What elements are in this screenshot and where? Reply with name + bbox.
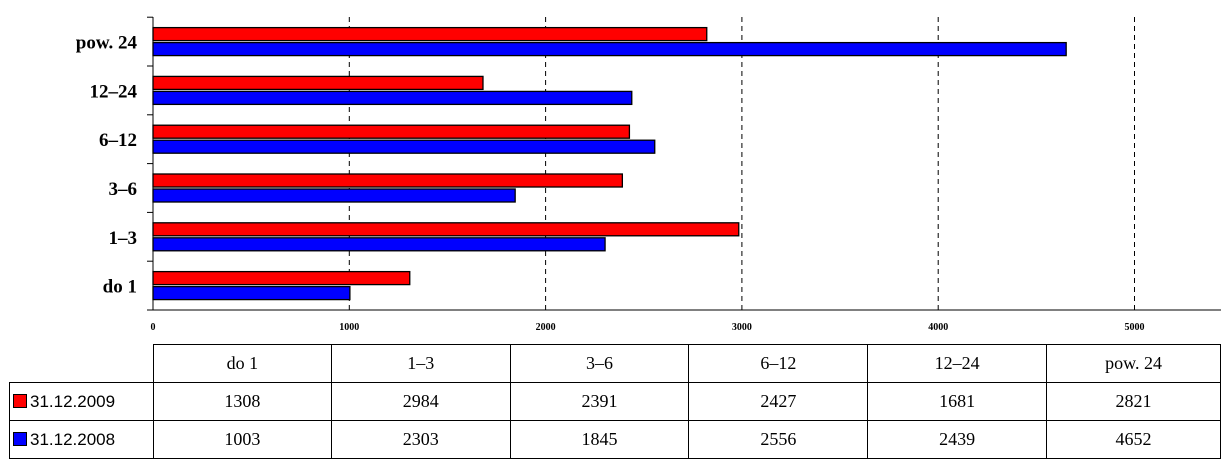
table-header-cell: do 1 [152, 344, 332, 383]
data-table: do 1 1–3 3–6 6–12 12–24 pow. 24 31.12.20… [9, 344, 1221, 459]
table-cell: 1845 [509, 420, 690, 459]
x-tick-label: 5000 [1125, 322, 1145, 333]
bar-red [152, 124, 631, 139]
x-tick-label: 0 [151, 322, 156, 333]
table-corner [9, 344, 154, 383]
table-cell: 2303 [330, 420, 511, 459]
legend-entry-2009: 31.12.2009 [9, 382, 154, 421]
table-cell: 1003 [152, 420, 332, 459]
x-tick-label: 1000 [339, 322, 359, 333]
category-label: do 1 [103, 277, 137, 298]
table-cell: 2984 [330, 382, 511, 421]
x-tick-label: 3000 [732, 322, 752, 333]
bar-red [152, 26, 708, 42]
bar-blue [152, 285, 351, 301]
x-tick-label: 4000 [928, 322, 948, 333]
table-row: 31.12.2009 1308 2984 2391 2427 1681 2821 [9, 382, 1221, 421]
bar-red [152, 173, 624, 188]
category-label: 12–24 [90, 81, 138, 102]
legend-entry-2008: 31.12.2008 [9, 420, 154, 459]
x-tick-label: 2000 [536, 322, 556, 333]
legend-label: 31.12.2009 [30, 391, 116, 411]
table-row: 31.12.2008 1003 2303 1845 2556 2439 4652 [9, 420, 1221, 459]
table-header-cell: 1–3 [330, 344, 511, 383]
bar-red [152, 222, 740, 237]
table-header-cell: 6–12 [688, 344, 869, 383]
legend-swatch-blue [13, 431, 27, 446]
bar-red [152, 75, 484, 91]
category-label: pow. 24 [76, 33, 138, 54]
table-cell: 1681 [867, 382, 1048, 421]
bar-blue [152, 237, 606, 252]
legend-swatch-red [13, 393, 27, 408]
table-cell: 2427 [688, 382, 869, 421]
table-cell: 2391 [509, 382, 690, 421]
bar-blue [152, 188, 516, 203]
bar-blue [152, 41, 1067, 57]
table-cell: 4652 [1046, 420, 1221, 459]
table-cell: 2439 [867, 420, 1048, 459]
table-cell: 1308 [152, 382, 332, 421]
table-header-cell: pow. 24 [1046, 344, 1221, 383]
table-header-cell: 3–6 [509, 344, 690, 383]
category-label: 3–6 [109, 179, 138, 200]
bar-blue [152, 90, 633, 106]
bar-red [152, 270, 411, 286]
category-label: 6–12 [99, 130, 137, 151]
bar-blue [152, 139, 656, 154]
legend-label: 31.12.2008 [30, 429, 116, 449]
bar-chart: 0 1000 2000 3000 4000 5000 do 1 1–3 3–6 6–12 12–24… [76, 16, 1221, 333]
table-header-row: do 1 1–3 3–6 6–12 12–24 pow. 24 [9, 344, 1221, 383]
table-cell: 2556 [688, 420, 869, 459]
table-cell: 2821 [1046, 382, 1221, 421]
category-label: 1–3 [109, 228, 138, 249]
table-header-cell: 12–24 [867, 344, 1048, 383]
